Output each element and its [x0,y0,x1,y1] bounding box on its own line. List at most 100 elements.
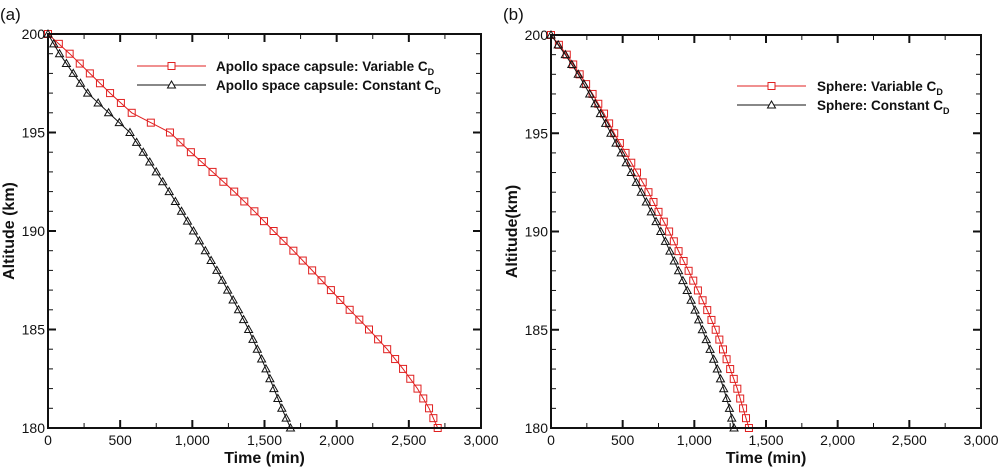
data-point [718,383,729,393]
data-point [606,128,616,137]
data-point [600,118,611,127]
series-variable-cd [547,31,753,432]
legend-label: Apollo space capsule: Constant CD [216,78,441,96]
data-point [85,69,94,78]
data-point [729,374,738,383]
data-point [219,177,228,186]
data-point [233,304,244,314]
data-point [742,414,751,423]
data-point [641,197,652,206]
data-point [429,414,438,423]
data-point [646,206,657,216]
x-tick-label: 500 [108,432,132,448]
legend-name: Apollo space capsule: Constant C [216,78,435,93]
data-point [406,374,415,383]
x-tick-label: 2,000 [820,432,855,448]
data-point [182,216,193,225]
data-point [374,335,383,344]
data-point [627,158,636,167]
x-tick-label: 3,000 [963,432,998,448]
data-point [276,403,287,412]
data-point [326,286,335,295]
data-point [170,196,181,205]
data-point [127,108,136,117]
data-point [726,365,735,374]
plot-panel-b: (b) 0 500 1,000 1,500 2,000 2,500 3,000 180 185 19… [503,5,999,467]
data-point [151,166,162,176]
data-point [697,324,708,334]
data-point [659,217,668,226]
data-point [106,89,115,98]
data-point [611,138,621,147]
data-point [560,49,571,59]
data-point [212,265,222,274]
data-point [176,206,187,215]
data-point [164,186,175,196]
data-point [68,68,79,77]
y-tick-label: 195 [22,125,46,141]
data-point [726,413,737,422]
data-point [660,236,671,245]
y-axis-label: Altitude(km) [504,185,521,278]
data-point [679,256,688,265]
data-point [272,393,283,402]
data-point [701,334,712,344]
data-point [208,167,217,176]
legend-marker-triangle [166,79,177,89]
x-tick-label: 1,500 [247,432,282,448]
data-point [736,394,745,403]
data-point [317,276,326,285]
data-point [336,295,345,304]
data-point [686,295,696,304]
data-point [682,285,693,294]
data-point [230,187,239,196]
data-point [595,108,606,118]
series-constant-cd [43,28,296,432]
series-line [47,33,291,429]
legend-marker-square [167,62,176,70]
data-point [739,404,748,413]
data-point [621,157,632,167]
data-point [75,78,86,87]
data-point [61,58,72,68]
data-point [584,88,595,98]
data-point [131,137,142,146]
x-tick-label: 1,500 [748,432,783,448]
data-point [673,265,684,275]
data-point [240,197,249,206]
data-point [721,393,732,403]
data-point [684,266,693,275]
data-point [733,384,742,393]
legend-marker-triangle [766,99,777,109]
data-point [308,266,317,275]
data-point [631,177,642,186]
data-point [93,97,104,107]
data-point [689,276,698,285]
y-tick-label: 180 [22,420,46,436]
data-point [715,373,726,383]
data-point [399,364,408,373]
x-axis-label: Time (min) [224,450,305,467]
data-point [708,354,719,363]
data-point [654,207,663,216]
data-point [188,225,199,235]
data-point [649,198,658,207]
data-point [82,88,93,97]
data-point [573,69,584,78]
legend-label: Apollo space capsule: Variable CD [216,59,435,77]
data-point [157,176,168,186]
data-point [261,363,271,373]
data-point [383,345,392,354]
y-tick-label: 200 [525,27,549,43]
data-point [65,49,74,58]
data-point [298,256,307,265]
data-point [674,247,683,256]
x-tick-label: 500 [611,432,635,448]
y-tick-label: 190 [525,224,549,240]
data-point [364,325,373,334]
data-point [419,394,428,403]
data-point [200,245,211,255]
data-point [724,403,735,412]
plot-frame [47,33,482,429]
